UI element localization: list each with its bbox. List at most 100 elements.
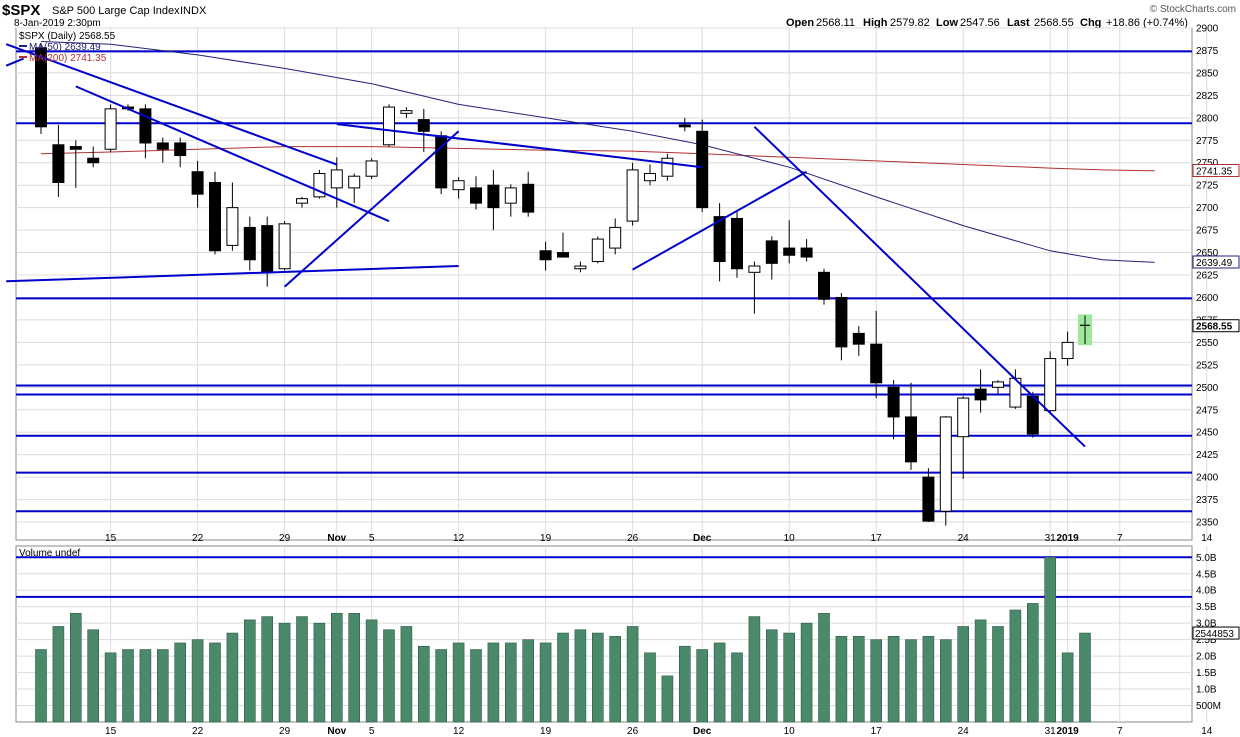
candle-body bbox=[1026, 395, 1039, 435]
volume-bar bbox=[139, 649, 152, 723]
last-value-box bbox=[1192, 319, 1240, 333]
volume-bar bbox=[905, 639, 917, 723]
last-value-text: 2568.55 bbox=[1196, 322, 1233, 333]
volume-bar bbox=[748, 616, 761, 723]
volume-bar bbox=[1009, 609, 1022, 723]
candle-body bbox=[870, 343, 883, 384]
x-tick-label: 31 bbox=[1045, 726, 1057, 737]
volume-bar bbox=[226, 632, 239, 723]
price-tick-label: 2550 bbox=[1196, 338, 1219, 349]
x-tick-label: 17 bbox=[871, 726, 883, 737]
volume-tick-label: 3.5B bbox=[1196, 602, 1217, 613]
volume-bar bbox=[522, 639, 535, 723]
candle bbox=[574, 261, 587, 273]
last-value-text: 2639.49 bbox=[1196, 258, 1233, 269]
volume-bar bbox=[974, 619, 987, 723]
candle-body bbox=[661, 157, 674, 177]
candle-body bbox=[69, 146, 82, 150]
x-tick-label: Nov bbox=[327, 726, 346, 737]
x-tick-label: 22 bbox=[192, 533, 204, 544]
x-tick-label: 10 bbox=[784, 726, 796, 737]
price-tick-label: 2500 bbox=[1196, 383, 1219, 394]
candle bbox=[818, 268, 830, 305]
volume-tick-label: 1.5B bbox=[1196, 668, 1217, 679]
ohlc-readout: Open 2568.11 High 2579.82 Low 2547.56 La… bbox=[786, 17, 1188, 29]
x-tick-label: 24 bbox=[958, 726, 970, 737]
volume-bar bbox=[731, 652, 743, 723]
trendline bbox=[336, 123, 703, 169]
volume-bar bbox=[452, 642, 465, 723]
candle bbox=[1061, 331, 1074, 366]
volume-last-text: 2544853 bbox=[1195, 629, 1234, 640]
candle-body bbox=[417, 119, 430, 132]
candle-body bbox=[209, 181, 221, 252]
trendline bbox=[632, 170, 808, 271]
candle-body bbox=[626, 169, 639, 222]
price-panel bbox=[15, 27, 1193, 541]
candle-body bbox=[800, 247, 813, 258]
candle-body bbox=[574, 265, 587, 270]
trendlines bbox=[5, 43, 1086, 448]
volume-bar bbox=[591, 632, 604, 723]
candle-body bbox=[191, 171, 204, 195]
candle bbox=[174, 137, 187, 168]
candle-body bbox=[591, 238, 604, 263]
volume-bar bbox=[400, 626, 413, 723]
candle-body bbox=[313, 173, 326, 198]
candle-body bbox=[748, 265, 761, 273]
trendline bbox=[5, 57, 24, 67]
legend-ma200: MA(200) 2741.35 bbox=[29, 53, 107, 64]
candle bbox=[452, 177, 465, 199]
volume-legend: Volume undef bbox=[19, 548, 80, 559]
candle bbox=[209, 171, 221, 255]
volume-bar bbox=[957, 626, 970, 723]
candles bbox=[35, 44, 1092, 526]
candle bbox=[383, 104, 395, 147]
candle bbox=[731, 212, 743, 278]
x-tick-label: 14 bbox=[1201, 533, 1213, 544]
candle-body bbox=[992, 381, 1004, 388]
price-tick-label: 2850 bbox=[1196, 68, 1219, 79]
x-tick-label: 12 bbox=[453, 533, 465, 544]
candle-body bbox=[330, 169, 343, 189]
x-tick-label: 14 bbox=[1201, 726, 1213, 737]
candle bbox=[104, 104, 117, 152]
candle-body bbox=[852, 332, 865, 345]
candle-body bbox=[922, 476, 935, 522]
volume-bar bbox=[852, 636, 865, 723]
volume-bar bbox=[313, 622, 326, 723]
candle-body bbox=[522, 183, 535, 213]
candle bbox=[765, 236, 778, 280]
volume-tick-label: 3.0B bbox=[1196, 619, 1217, 630]
moving-averages bbox=[40, 41, 1155, 263]
candle-body bbox=[731, 217, 743, 270]
candle-body bbox=[278, 223, 291, 270]
volume-tick-label: 4.0B bbox=[1196, 586, 1217, 597]
volume-bar bbox=[644, 652, 656, 723]
volume-last-box bbox=[1192, 626, 1240, 640]
candle-body bbox=[139, 108, 152, 144]
candle bbox=[591, 236, 604, 264]
volume-bar bbox=[1061, 652, 1074, 723]
candle bbox=[226, 182, 239, 251]
volume-bar bbox=[678, 645, 691, 723]
candle bbox=[243, 216, 256, 271]
candle-body bbox=[156, 142, 169, 150]
last-value-text: 2741.35 bbox=[1196, 167, 1233, 178]
volume-tick-label: 1.0B bbox=[1196, 685, 1217, 696]
candle bbox=[69, 140, 82, 188]
volume-bar bbox=[609, 636, 622, 723]
last-value-box bbox=[1192, 255, 1240, 269]
volume-bar bbox=[626, 626, 639, 723]
x-tick-label: 24 bbox=[958, 533, 970, 544]
candle-body bbox=[348, 175, 361, 189]
x-tick-label: 10 bbox=[784, 533, 796, 544]
legend: $SPX (Daily) 2568.55 MA(50) 2639.49 MA(2… bbox=[19, 31, 116, 64]
open-value: 2568.11 bbox=[816, 17, 855, 29]
volume-bar bbox=[1044, 556, 1056, 723]
legend-price: $SPX (Daily) 2568.55 bbox=[19, 31, 116, 42]
candle-body bbox=[470, 187, 482, 204]
low-value: 2547.56 bbox=[960, 17, 1000, 29]
volume-bar bbox=[765, 629, 778, 723]
